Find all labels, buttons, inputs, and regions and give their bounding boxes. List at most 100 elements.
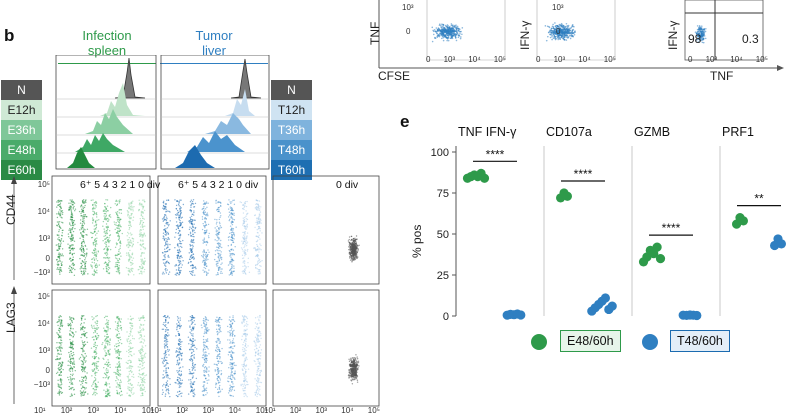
y-tick: 10⁵ [37, 180, 50, 189]
data-point [776, 239, 786, 249]
x-tick: 10⁴ [228, 406, 242, 415]
histogram-stacks [55, 55, 270, 170]
top-blob-cfse-ifng [544, 22, 576, 42]
x-tick: 10⁴ [468, 55, 481, 64]
x-tick: 10⁴ [730, 55, 743, 64]
y-tick: 10⁴ [37, 319, 50, 328]
panel-e-label: e [400, 112, 410, 131]
header-infection-spleen: Infection spleen [82, 28, 132, 58]
condition-label: E48h [1, 140, 42, 160]
data-point [655, 254, 666, 264]
data-point [600, 293, 610, 303]
histogram-blue-stack [160, 55, 270, 170]
x-tick: 10¹ [150, 406, 162, 415]
histogram-green-stack [55, 55, 157, 170]
y-ticks-row2: 10⁵ 10⁴ 10³ 0 −10³ [28, 292, 50, 389]
top-blob-cfse-tnf [431, 23, 464, 43]
e-y-tick-label: 25 [437, 270, 449, 282]
x-ticks-naive: 10¹ 10² 10³ 10⁴ 10⁵ [264, 406, 380, 415]
top-x-ticks-b: 0 10³ 10⁴ 10⁵ [536, 55, 616, 64]
x-tick: 10² [60, 406, 73, 415]
top-x-ticks-a: 0 10³ 10⁴ 10⁵ [426, 55, 506, 64]
y-tick: 0 [556, 27, 561, 36]
condition-label: E36h [1, 120, 42, 140]
data-point [479, 173, 490, 183]
y-tick: 0 [45, 254, 50, 263]
x-tick: 10³ [443, 55, 456, 64]
quadrant-lower-left: 98 [688, 32, 702, 46]
y-axis-label-cd44: CD44 [4, 194, 18, 225]
group-title: PRF1 [722, 125, 754, 139]
significance-label: ** [754, 192, 764, 206]
y-label-ifng-2: IFN-γ [666, 20, 680, 50]
top-x-ticks-c: 0 10³ 10⁴ 10⁵ [688, 55, 768, 64]
x-tick: 10⁵ [755, 55, 768, 64]
y-tick: 10⁴ [37, 207, 50, 216]
dot-group: GZMB **** [631, 125, 702, 321]
x-tick: 10⁵ [141, 406, 154, 415]
top-flow-plots [378, 0, 784, 71]
x-tick: 10³ [315, 406, 328, 415]
header-tumor-liver: Tumor liver [195, 28, 233, 58]
quadrant-lower-right: 0.3 [742, 32, 759, 46]
y-tick: 10³ [38, 234, 50, 243]
x-label-cfse: CFSE [378, 69, 411, 83]
x-tick: 10³ [553, 55, 566, 64]
condition-label: E60h [1, 160, 42, 180]
condition-label: T48h [271, 140, 312, 160]
dot-group: TNF IFN-γ **** [458, 125, 526, 320]
header-underline-blue [160, 63, 268, 64]
e-y-tick-label: 100 [431, 147, 449, 159]
e-y-tick-label: 75 [437, 188, 449, 200]
condition-label: E12h [1, 100, 42, 120]
e-y-tick-label: 50 [437, 229, 449, 241]
scatter-blue-cd44 [157, 175, 267, 285]
scatter-green-lag3 [51, 289, 151, 407]
x-tick: 10³ [705, 55, 718, 64]
x-tick: 10² [289, 406, 302, 415]
data-point [516, 310, 526, 320]
legend-green-dot [531, 334, 547, 350]
legend-blue-label: T48/60h [670, 330, 730, 352]
y-tick: 10³ [552, 3, 564, 12]
x-tick: 10³ [202, 406, 215, 415]
dot-group: CD107a **** [543, 125, 617, 316]
group-title: TNF IFN-γ [458, 125, 517, 139]
legend-blue-dot [642, 334, 658, 350]
y-axis-label-lag3: LAG3 [4, 302, 18, 333]
x-tick: 10² [176, 406, 188, 415]
data-point [652, 242, 662, 252]
left-condition-column: N E12h E36h E48h E60h [1, 80, 42, 180]
header-underline-green [58, 63, 156, 64]
x-tick: 10⁵ [367, 406, 380, 415]
condition-label: N [1, 80, 42, 100]
x-tick: 10⁵ [603, 55, 616, 64]
x-tick: 0 [688, 55, 693, 64]
scatter-naive-lag3 [272, 289, 380, 407]
significance-label: **** [486, 147, 505, 161]
y-label-tnf: TNF [368, 21, 382, 45]
division-label-naive: 0 div [336, 179, 359, 191]
y-tick: 0 [45, 366, 50, 375]
legend-green-label: E48/60h [560, 330, 621, 352]
group-title: CD107a [546, 125, 592, 139]
x-tick: 10⁵ [493, 55, 506, 64]
x-tick: 10¹ [264, 406, 276, 415]
division-label-green: 6⁺ 5 4 3 2 1 0 div [80, 179, 161, 191]
condition-label: T12h [271, 100, 312, 120]
y-tick: 10⁵ [37, 292, 50, 301]
x-tick: 0 [426, 55, 431, 64]
e-y-tick-label: 0 [443, 311, 449, 323]
data-point [738, 216, 748, 226]
x-tick: 10⁴ [341, 406, 354, 415]
data-point [692, 310, 702, 321]
significance-label: **** [574, 167, 593, 181]
x-ticks-blue: 10¹ 10² 10³ 10⁴ 10⁵ [150, 406, 268, 415]
condition-label: T36h [271, 120, 312, 140]
group-title: GZMB [634, 125, 670, 139]
data-point [562, 191, 572, 201]
x-tick: 10¹ [34, 406, 46, 415]
x-tick: 0 [536, 55, 541, 64]
top-blob-tnf-ifng [694, 24, 707, 44]
condition-label: T60h [271, 160, 312, 180]
